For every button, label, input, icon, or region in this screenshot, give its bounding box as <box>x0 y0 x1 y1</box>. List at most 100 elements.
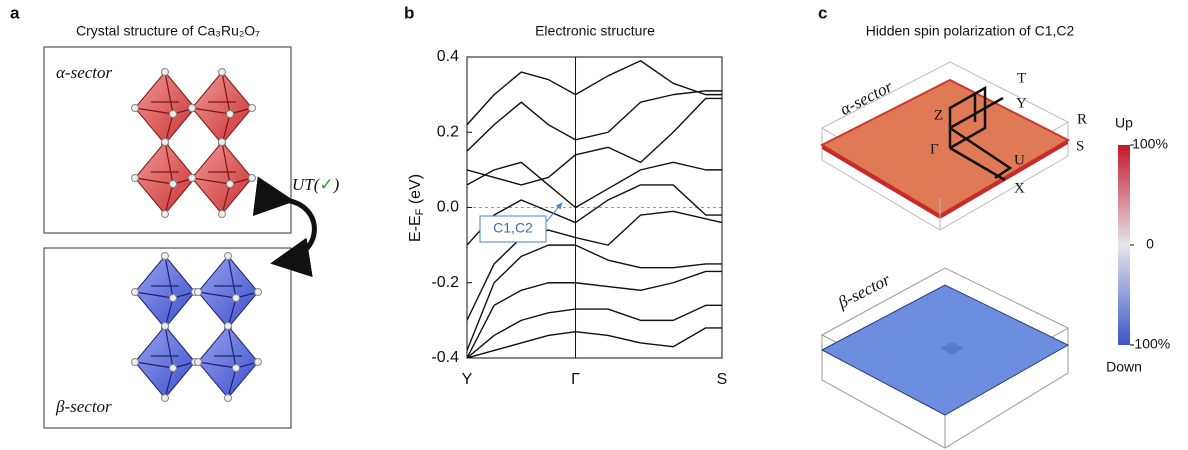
octahedron <box>134 71 196 145</box>
y-label-sub: F <box>414 208 426 215</box>
atom <box>131 288 139 296</box>
band <box>467 90 722 152</box>
y-tick-label: 0.0 <box>437 199 459 216</box>
colorbar-label: Up <box>1115 115 1133 131</box>
atom <box>194 358 202 366</box>
k-point: Γ <box>930 141 939 157</box>
axes: -0.4 -0.2 0.0 0.2 0.4 Y Γ S <box>431 48 727 388</box>
atom <box>218 210 226 218</box>
x-tick-label: Γ <box>571 371 580 388</box>
panel-letter: b <box>404 3 414 22</box>
atom <box>131 358 139 366</box>
octahedron <box>134 141 196 215</box>
y-label-main: E-E <box>407 215 424 242</box>
k-point: R <box>1077 111 1087 127</box>
atom <box>226 110 234 118</box>
band <box>467 60 722 126</box>
colorbar <box>1118 145 1130 345</box>
atom <box>161 252 169 260</box>
band <box>467 97 722 186</box>
brillouin-axes <box>948 85 1013 182</box>
octahedron <box>197 255 259 329</box>
k-point: U <box>1014 152 1025 168</box>
panel-letter: a <box>10 3 20 22</box>
atom <box>254 288 262 296</box>
atom <box>254 358 262 366</box>
band <box>467 210 722 321</box>
k-point: S <box>1076 138 1084 154</box>
y-tick-label: 0.2 <box>437 123 459 140</box>
atom <box>226 180 234 188</box>
atom <box>161 394 169 402</box>
atom <box>232 294 240 302</box>
atom <box>232 364 240 372</box>
bands <box>467 60 722 358</box>
sector-label: α-sector <box>56 63 113 82</box>
octahedron <box>197 325 259 399</box>
x-tick-label: S <box>717 371 728 388</box>
sector-label: β-sector <box>834 270 893 313</box>
band <box>467 327 722 358</box>
band <box>467 304 722 358</box>
check: ✓ <box>319 175 333 194</box>
atom <box>169 180 177 188</box>
atom <box>188 104 196 112</box>
atom <box>169 364 177 372</box>
atom <box>161 138 169 146</box>
band <box>467 161 722 209</box>
annotation: C1,C2 <box>493 220 533 236</box>
atom <box>161 322 169 330</box>
y-tick-label: -0.2 <box>431 274 459 291</box>
atom <box>169 294 177 302</box>
beta-slab <box>820 267 1070 449</box>
panel-letter: c <box>818 3 827 22</box>
colorbar-tick-label: 100% <box>1132 136 1168 152</box>
atom <box>218 68 226 76</box>
sector-box <box>43 46 292 234</box>
k-point: Z <box>934 107 943 123</box>
x-tick-label: Y <box>462 371 473 388</box>
operation-label: UT(✓) <box>292 175 340 194</box>
alpha-slab <box>819 61 1071 231</box>
atom <box>169 110 177 118</box>
y-axis-label: E-EF (eV) <box>407 174 426 242</box>
atom <box>194 288 202 296</box>
slab-feature <box>940 342 964 355</box>
colorbar-tick-label: -100% <box>1130 336 1170 352</box>
atom <box>224 252 232 260</box>
atom <box>218 138 226 146</box>
k-point: Y <box>1016 95 1027 111</box>
octahedron <box>191 71 253 145</box>
octahedra-beta <box>131 252 262 402</box>
colorbar-label: Down <box>1106 359 1142 375</box>
chart-title: Electronic structure <box>535 23 655 39</box>
atom <box>248 174 256 182</box>
k-point: X <box>1014 180 1025 196</box>
sector-box <box>43 247 292 429</box>
atom <box>161 68 169 76</box>
annotation-box <box>479 215 547 243</box>
annotation-arrow <box>545 202 563 223</box>
operation-text: ) <box>333 175 340 194</box>
band <box>467 184 722 246</box>
atom <box>131 104 139 112</box>
atom <box>188 174 196 182</box>
atom <box>248 104 256 112</box>
y-label-unit: (eV) <box>407 174 424 209</box>
panel-title: Hidden spin polarization of C1,C2 <box>866 23 1075 39</box>
atom <box>224 394 232 402</box>
octahedra-alpha <box>131 68 256 218</box>
panel-title: Crystal structure of Ca₃Ru₂O₇ <box>76 23 260 39</box>
sector-label: β-sector <box>55 397 112 416</box>
atom <box>224 322 232 330</box>
band <box>467 270 722 358</box>
band <box>467 244 722 351</box>
y-tick-label: -0.4 <box>431 349 459 366</box>
octahedron <box>134 255 196 329</box>
arrow <box>252 176 317 278</box>
octahedron <box>191 141 253 215</box>
k-point: T <box>1017 70 1026 86</box>
atom <box>131 174 139 182</box>
operation-text: UT( <box>292 175 321 194</box>
